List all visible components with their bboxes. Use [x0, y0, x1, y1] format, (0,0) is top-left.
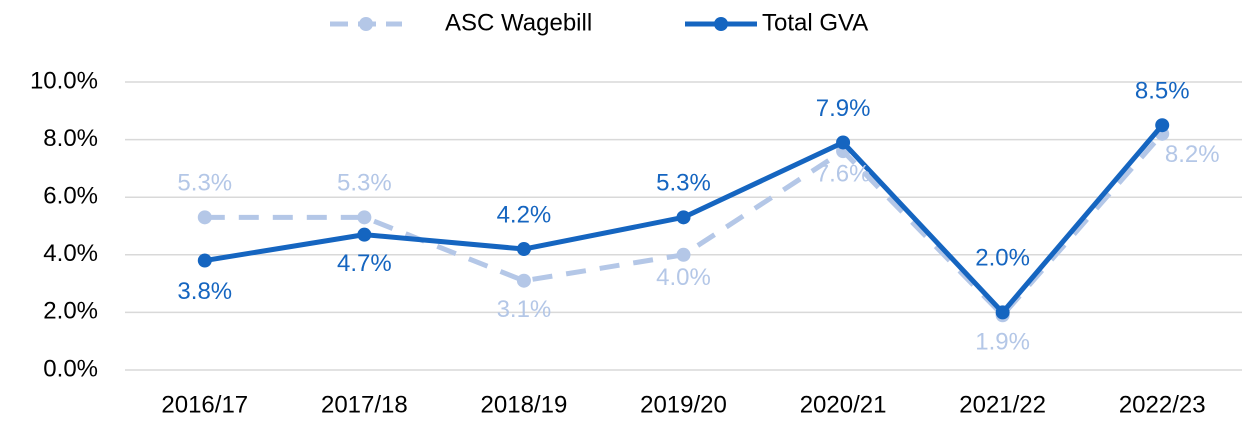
data-label: 5.3% [337, 170, 392, 197]
x-tick-label: 2018/19 [481, 391, 568, 418]
data-label: 5.3% [656, 170, 711, 197]
y-tick-label: 6.0% [43, 183, 98, 210]
point [676, 247, 691, 262]
data-label: 8.5% [1135, 78, 1190, 105]
y-tick-label: 4.0% [43, 240, 98, 267]
data-label: 7.6% [816, 160, 871, 187]
x-tick-label: 2022/23 [1119, 391, 1206, 418]
x-tick-label: 2016/17 [161, 391, 248, 418]
y-tick-label: 0.0% [43, 355, 98, 382]
point [676, 210, 691, 225]
legend-marker [714, 17, 728, 31]
point [1155, 118, 1170, 133]
x-tick-label: 2017/18 [321, 391, 408, 418]
data-label: 7.9% [816, 95, 871, 122]
data-label: 4.0% [656, 264, 711, 291]
point [516, 273, 531, 288]
data-label: 8.2% [1165, 141, 1220, 168]
legend-label: ASC Wagebill [445, 9, 592, 36]
y-tick-label: 8.0% [43, 125, 98, 152]
point [197, 253, 212, 268]
legend-label: Total GVA [762, 9, 868, 36]
y-tick-label: 2.0% [43, 298, 98, 325]
data-label: 1.9% [975, 329, 1030, 356]
data-label: 4.2% [497, 201, 552, 228]
data-label: 3.8% [177, 278, 232, 305]
x-tick-label: 2021/22 [959, 391, 1046, 418]
legend-marker [359, 17, 373, 31]
data-label: 3.1% [497, 296, 552, 323]
data-label: 2.0% [975, 245, 1030, 272]
point [357, 227, 372, 242]
point [197, 210, 212, 225]
x-tick-label: 2020/21 [800, 391, 887, 418]
x-tick-label: 2019/20 [640, 391, 727, 418]
point [357, 210, 372, 225]
data-label: 5.3% [177, 170, 232, 197]
y-tick-label: 10.0% [30, 67, 98, 94]
point [995, 305, 1010, 320]
point [516, 242, 531, 257]
point [836, 135, 851, 150]
data-label: 4.7% [337, 250, 392, 277]
